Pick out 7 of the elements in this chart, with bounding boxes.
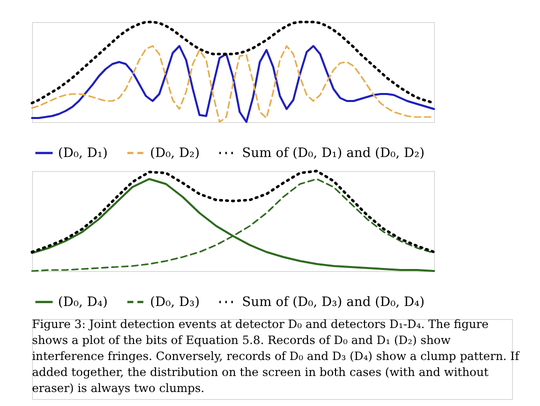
legend-label: Sum of (D₀, D₃) and (D₀, D₄)	[242, 295, 425, 310]
legend-label: (D₀, D₂)	[150, 146, 200, 161]
legend-label: Sum of (D₀, D₁) and (D₀, D₂)	[242, 146, 425, 161]
legend-label: (D₀, D₃)	[150, 295, 200, 310]
caption: Figure 3: Joint detection events at detector D₀ and detectors D₁-D₄. The figure shows a plot of the bits of Equation 5.8. Records of D₀ and D₁ (D₂) show interference fringes. Conversely, records of D₀ and D₃ (D₄) show a clump pattern. If added together, the distribution on the screen in both cases (with and without eraser) is always two clumps.	[32, 317, 520, 395]
legend-label: (D₀, D₄)	[58, 295, 108, 310]
legend-label: (D₀, D₁)	[58, 146, 108, 161]
